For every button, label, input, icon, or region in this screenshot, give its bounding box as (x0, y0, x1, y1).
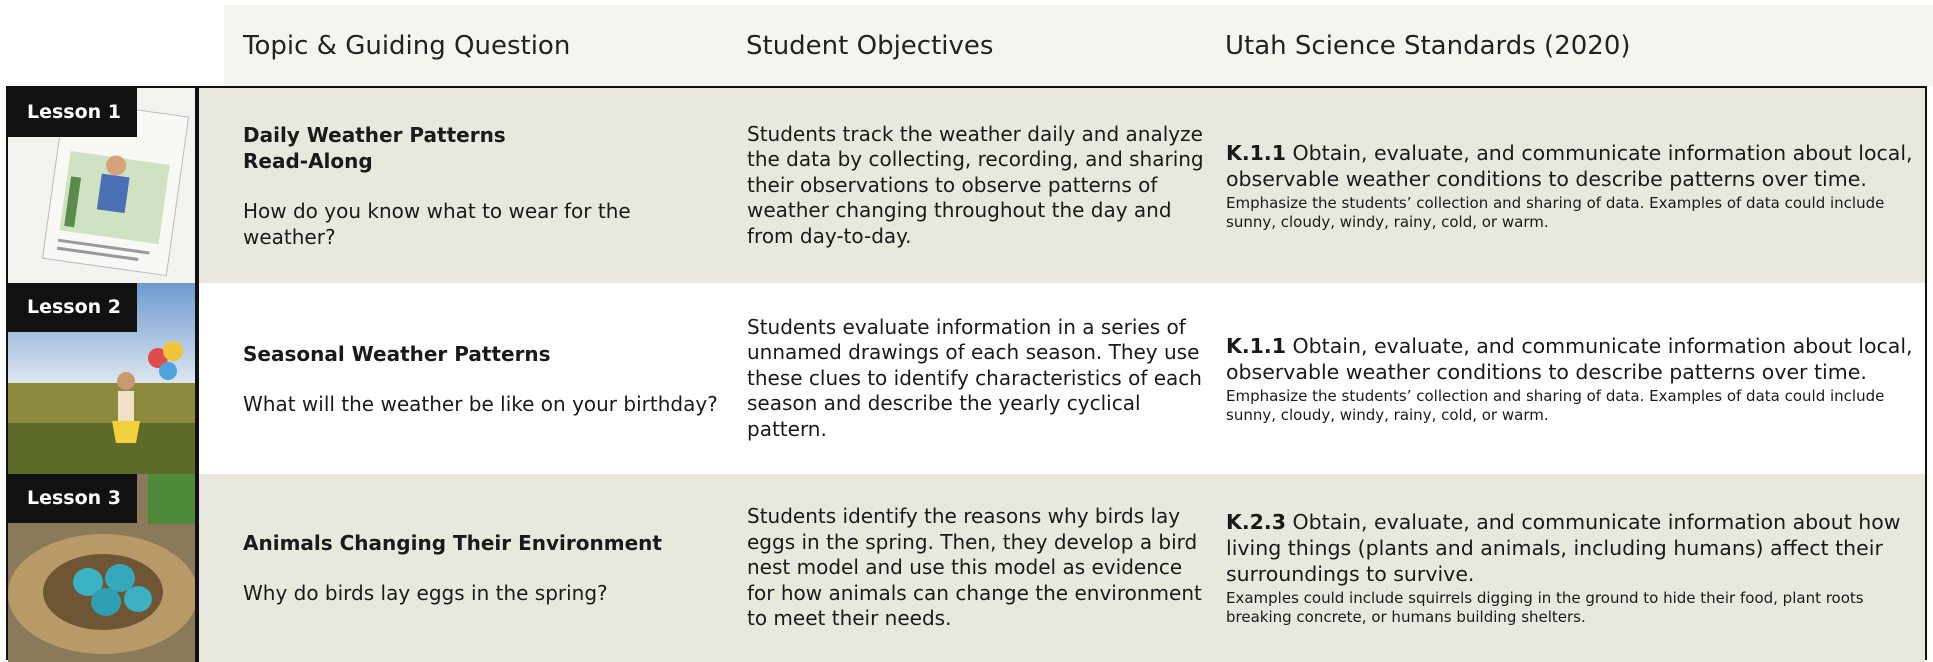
standard-text: Obtain, evaluate, and communicate inform… (1226, 510, 1901, 586)
guiding-question: How do you know what to wear for the wea… (243, 198, 631, 249)
header: Topic & Guiding Question Student Objecti… (224, 5, 1933, 86)
column-header: Topic & Guiding Question (243, 31, 571, 61)
standard-note: Emphasize the students’ collection and s… (1226, 386, 1885, 424)
row: Lesson 3 Animals Changing Their Environm… (8, 474, 1925, 662)
book-illustration (8, 88, 195, 283)
row: Lesson 2 Seasonal Weather Patterns What … (8, 283, 1925, 474)
lesson-image (8, 474, 199, 662)
standard-code: K.1.1 (1226, 333, 1286, 358)
standard-code: K.1.1 (1226, 140, 1286, 165)
lesson-label: Lesson 1 (8, 88, 138, 137)
topic-title: Daily Weather Patterns Read-Along (243, 122, 506, 173)
topic-cell: Seasonal Weather Patterns What will the … (243, 283, 723, 474)
guiding-question: What will the weather be like on your bi… (243, 391, 718, 416)
guiding-question: Why do birds lay eggs in the spring? (243, 581, 608, 605)
standard-text: Obtain, evaluate, and communicate inform… (1226, 140, 1913, 191)
standard: K.1.1 Obtain, evaluate, and communicate … (1226, 333, 1921, 385)
lesson-label: Lesson 3 (8, 474, 138, 523)
standard-text: Obtain, evaluate, and communicate inform… (1226, 333, 1913, 384)
column-header: Utah Science Standards (2020) (1225, 31, 1631, 61)
topic-cell: Animals Changing Their Environment Why d… (243, 474, 723, 662)
standards-cell: K.2.3 Obtain, evaluate, and communicate … (1226, 474, 1921, 662)
objectives: Students identify the reasons why birds … (747, 504, 1202, 631)
nest-photo (8, 474, 195, 662)
standard: K.2.3 Obtain, evaluate, and communicate … (1226, 509, 1921, 587)
lesson-label: Lesson 2 (8, 283, 138, 332)
standard: K.1.1 Obtain, evaluate, and communicate … (1226, 140, 1921, 192)
objectives: Students track the weather daily and ana… (747, 121, 1204, 248)
objectives-cell: Students identify the reasons why birds … (747, 474, 1209, 662)
standards-cell: K.1.1 Obtain, evaluate, and communicate … (1226, 88, 1921, 283)
standard-code: K.2.3 (1226, 510, 1286, 534)
standards-cell: K.1.1 Obtain, evaluate, and communicate … (1226, 283, 1921, 474)
topic-cell: Daily Weather Patterns Read-Along How do… (243, 88, 723, 283)
objectives-cell: Students evaluate information in a serie… (747, 283, 1209, 474)
objectives-cell: Students track the weather daily and ana… (747, 88, 1209, 283)
topic-title: Seasonal Weather Patterns (243, 341, 551, 366)
lesson-table: Lesson 1 Daily Weather Patterns Read-Alo… (6, 86, 1927, 662)
lesson-image (8, 88, 199, 283)
objectives: Students evaluate information in a serie… (747, 314, 1202, 441)
standard-note: Examples could include squirrels digging… (1226, 589, 1864, 626)
topic-title: Animals Changing Their Environment (243, 531, 662, 555)
standard-note: Emphasize the students’ collection and s… (1226, 193, 1885, 231)
row: Lesson 1 Daily Weather Patterns Read-Alo… (8, 88, 1925, 283)
column-header: Student Objectives (746, 31, 994, 61)
